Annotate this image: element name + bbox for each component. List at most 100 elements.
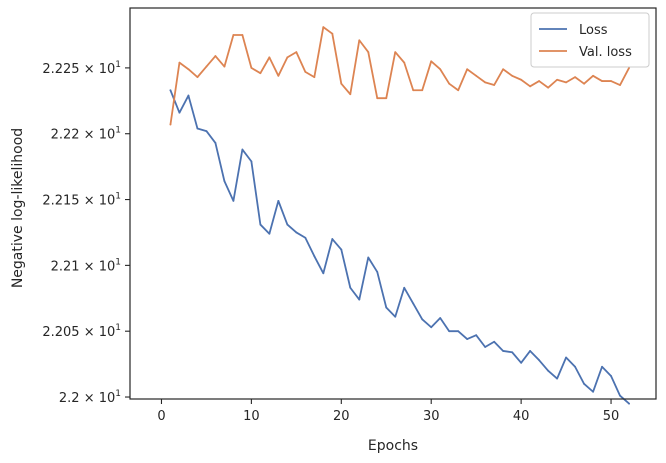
x-tick-label: 30 bbox=[423, 409, 440, 424]
data-point-val-loss bbox=[349, 93, 352, 96]
data-point-loss bbox=[574, 365, 576, 368]
series-layer bbox=[169, 26, 630, 405]
data-point-loss bbox=[592, 390, 594, 393]
legend-box bbox=[530, 12, 650, 68]
data-point-loss bbox=[484, 346, 487, 348]
data-point-loss bbox=[430, 326, 433, 329]
y-tick-label: 2.205 × 101 bbox=[42, 323, 121, 340]
data-point-val-loss bbox=[295, 51, 298, 53]
data-point-loss bbox=[412, 302, 415, 305]
data-point-val-loss bbox=[412, 89, 415, 92]
data-point-val-loss bbox=[619, 84, 621, 86]
data-point-val-loss bbox=[466, 68, 469, 71]
data-point-loss bbox=[565, 356, 567, 359]
data-point-val-loss bbox=[250, 67, 253, 69]
plot-background bbox=[130, 8, 656, 399]
data-point-loss bbox=[493, 340, 496, 343]
data-point-val-loss bbox=[556, 78, 558, 81]
data-point-val-loss bbox=[493, 84, 496, 86]
data-point-val-loss bbox=[340, 82, 343, 85]
data-point-val-loss bbox=[592, 74, 594, 77]
data-point-val-loss bbox=[565, 81, 567, 84]
data-point-val-loss bbox=[538, 80, 541, 82]
data-point-loss bbox=[511, 351, 514, 354]
data-point-loss bbox=[538, 359, 541, 362]
data-point-val-loss bbox=[601, 80, 603, 82]
data-point-val-loss bbox=[520, 78, 523, 81]
data-point-loss bbox=[295, 231, 298, 234]
data-point-loss bbox=[250, 160, 253, 163]
data-point-val-loss bbox=[610, 80, 612, 82]
x-tick-label: 10 bbox=[243, 409, 260, 424]
data-point-val-loss bbox=[484, 81, 487, 84]
data-point-loss bbox=[403, 286, 406, 289]
data-point-val-loss bbox=[547, 86, 549, 89]
data-point-loss bbox=[187, 94, 190, 97]
data-point-val-loss bbox=[214, 55, 217, 57]
data-point-val-loss bbox=[223, 65, 226, 68]
y-tick-label: 2.2 × 101 bbox=[59, 389, 121, 406]
data-point-val-loss bbox=[583, 82, 585, 85]
data-point-loss bbox=[196, 127, 199, 130]
data-point-loss bbox=[394, 315, 397, 318]
data-point-loss bbox=[529, 350, 532, 352]
series-line-val-loss bbox=[169, 26, 630, 126]
data-point-val-loss bbox=[232, 34, 235, 36]
data-point-val-loss bbox=[385, 97, 388, 100]
data-point-loss bbox=[223, 180, 226, 183]
legend: Loss Val. loss bbox=[530, 12, 650, 68]
data-point-loss bbox=[178, 111, 181, 114]
data-point-val-loss bbox=[322, 26, 325, 28]
data-point-loss bbox=[232, 199, 235, 202]
data-point-val-loss bbox=[268, 56, 271, 59]
data-point-val-loss bbox=[313, 76, 316, 79]
y-tick-label: 2.225 × 101 bbox=[42, 60, 121, 77]
data-point-val-loss bbox=[178, 61, 181, 64]
data-point-val-loss bbox=[403, 61, 406, 64]
legend-label-loss: Loss bbox=[579, 23, 608, 38]
data-point-loss bbox=[583, 382, 585, 385]
x-tick-label: 20 bbox=[333, 409, 350, 424]
data-point-loss bbox=[457, 330, 460, 333]
data-point-loss bbox=[502, 350, 505, 352]
data-point-val-loss bbox=[457, 89, 460, 92]
data-point-val-loss bbox=[421, 89, 424, 92]
data-point-loss bbox=[322, 272, 325, 275]
data-point-loss bbox=[601, 365, 603, 368]
data-point-loss bbox=[340, 248, 343, 251]
data-point-loss bbox=[169, 89, 172, 92]
y-tick-label: 2.215 × 101 bbox=[42, 192, 121, 209]
series-line-loss bbox=[169, 89, 630, 405]
data-point-loss bbox=[205, 130, 208, 132]
data-point-loss bbox=[547, 369, 549, 372]
data-point-loss bbox=[358, 298, 361, 301]
data-point-val-loss bbox=[304, 70, 307, 73]
data-point-loss bbox=[367, 256, 370, 259]
data-point-val-loss bbox=[241, 34, 244, 36]
y-tick-label: 2.22 × 101 bbox=[51, 126, 121, 143]
data-point-val-loss bbox=[187, 68, 190, 71]
data-point-val-loss bbox=[529, 85, 532, 88]
y-axis: 2.2 × 101 2.205 × 101 2.21 × 101 2.215 × 10… bbox=[42, 60, 130, 406]
data-point-loss bbox=[466, 338, 469, 340]
x-axis: 0 10 20 30 40 50 bbox=[157, 399, 619, 424]
data-point-loss bbox=[214, 142, 217, 144]
data-point-val-loss bbox=[205, 65, 208, 68]
data-point-val-loss bbox=[286, 56, 289, 59]
data-point-loss bbox=[520, 361, 523, 364]
y-tick-label: 2.21 × 101 bbox=[51, 257, 121, 274]
data-point-loss bbox=[259, 223, 262, 226]
data-point-val-loss bbox=[376, 97, 379, 100]
x-tick-label: 0 bbox=[157, 409, 165, 424]
data-point-loss bbox=[421, 318, 424, 321]
data-point-val-loss bbox=[475, 74, 478, 77]
data-point-loss bbox=[475, 334, 478, 337]
data-point-loss bbox=[439, 317, 442, 319]
data-point-val-loss bbox=[448, 82, 451, 85]
data-point-val-loss bbox=[196, 76, 199, 79]
data-point-val-loss bbox=[502, 68, 505, 71]
data-point-val-loss bbox=[331, 32, 334, 35]
data-point-loss bbox=[385, 306, 388, 309]
x-tick-label: 40 bbox=[513, 409, 530, 424]
data-point-val-loss bbox=[511, 74, 514, 77]
